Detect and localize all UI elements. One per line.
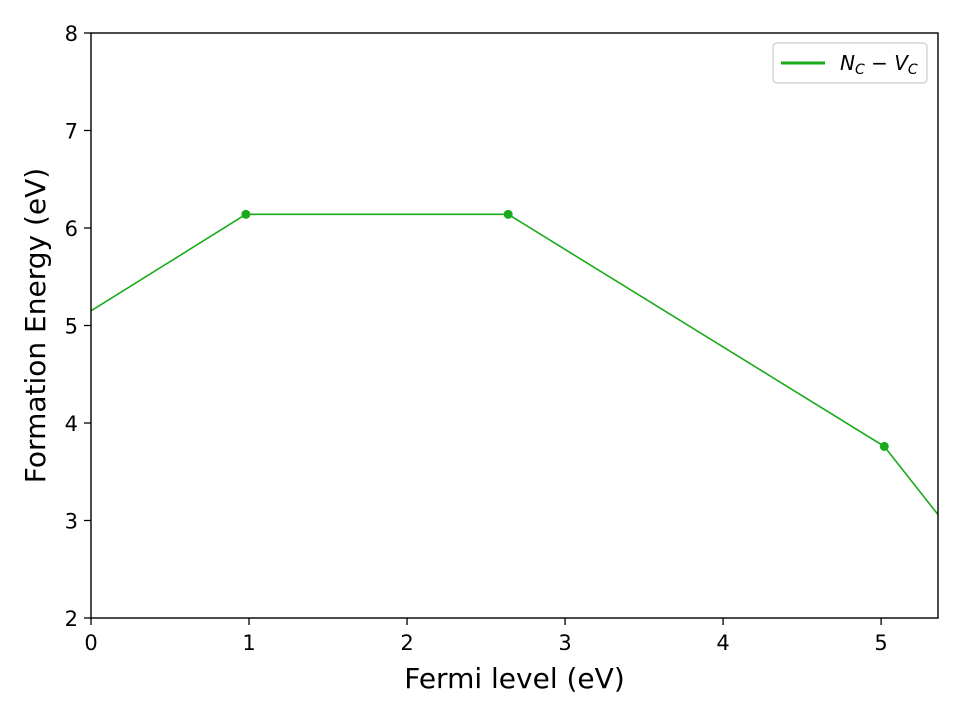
legend-v: V xyxy=(894,51,909,75)
y-axis-ticks: 2 3 4 5 6 7 8 xyxy=(65,22,91,631)
legend-entry-label: NC − VC xyxy=(840,51,918,78)
plot-area xyxy=(91,209,938,516)
x-tick-label: 4 xyxy=(716,631,729,655)
y-axis-label: Formation Energy (eV) xyxy=(19,168,52,483)
legend: NC − VC xyxy=(772,42,928,84)
x-tick-label: 5 xyxy=(874,631,887,655)
y-tick-label: 5 xyxy=(65,315,78,339)
legend-minus: − xyxy=(865,51,894,75)
legend-box xyxy=(772,42,928,84)
legend-n: N xyxy=(840,51,855,75)
y-tick-label: 7 xyxy=(65,120,78,144)
x-tick-label: 0 xyxy=(84,631,97,655)
y-tick-label: 2 xyxy=(65,607,78,631)
x-tick-label: 3 xyxy=(558,631,571,655)
transition-point xyxy=(879,441,889,451)
legend-n-subscript: C xyxy=(855,62,865,78)
y-tick-label: 4 xyxy=(65,412,78,436)
transition-point xyxy=(241,209,251,219)
x-tick-label: 2 xyxy=(400,631,413,655)
y-tick-label: 6 xyxy=(65,217,78,241)
x-tick-label: 1 xyxy=(242,631,255,655)
y-tick-label: 8 xyxy=(65,22,78,46)
x-axis-ticks: 0 1 2 3 4 5 xyxy=(84,618,888,655)
y-tick-label: 3 xyxy=(65,510,78,534)
x-axis-label: Fermi level (eV) xyxy=(404,662,625,695)
legend-v-subscript: C xyxy=(908,62,918,78)
transition-point xyxy=(503,209,513,219)
